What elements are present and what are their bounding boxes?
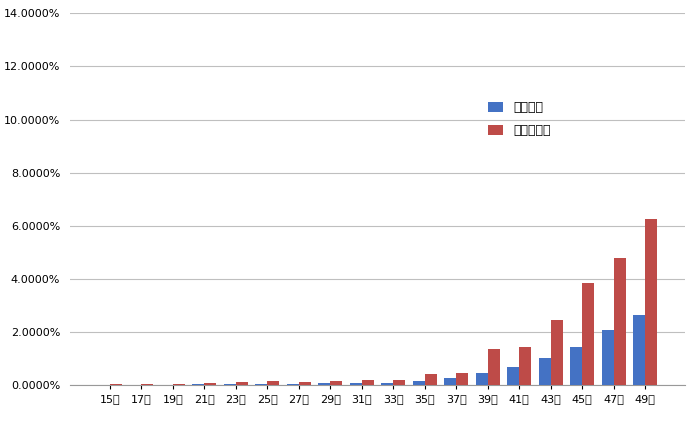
Bar bbox=[645, 219, 657, 385]
Bar bbox=[394, 380, 405, 385]
Bar bbox=[287, 384, 298, 385]
Bar bbox=[614, 258, 626, 385]
Bar bbox=[551, 320, 563, 385]
Bar bbox=[412, 381, 425, 385]
Bar bbox=[361, 380, 374, 385]
Bar bbox=[539, 357, 551, 385]
Bar bbox=[381, 382, 394, 385]
Bar bbox=[488, 349, 500, 385]
Bar bbox=[224, 384, 236, 385]
Bar bbox=[298, 382, 311, 385]
Bar bbox=[602, 330, 614, 385]
Bar bbox=[570, 347, 582, 385]
Legend: ダウン症, 染色体異常: ダウン症, 染色体異常 bbox=[489, 101, 551, 137]
Bar bbox=[507, 367, 519, 385]
Bar bbox=[350, 383, 361, 385]
Bar bbox=[255, 384, 267, 385]
Bar bbox=[236, 382, 247, 385]
Bar bbox=[204, 383, 216, 385]
Bar bbox=[633, 315, 645, 385]
Bar bbox=[267, 381, 279, 385]
Bar bbox=[519, 347, 531, 385]
Bar bbox=[582, 283, 594, 385]
Bar bbox=[192, 384, 204, 385]
Bar bbox=[318, 383, 330, 385]
Bar bbox=[173, 384, 185, 385]
Bar bbox=[425, 374, 437, 385]
Bar bbox=[444, 378, 456, 385]
Bar bbox=[476, 374, 488, 385]
Bar bbox=[456, 373, 468, 385]
Bar bbox=[330, 381, 343, 385]
